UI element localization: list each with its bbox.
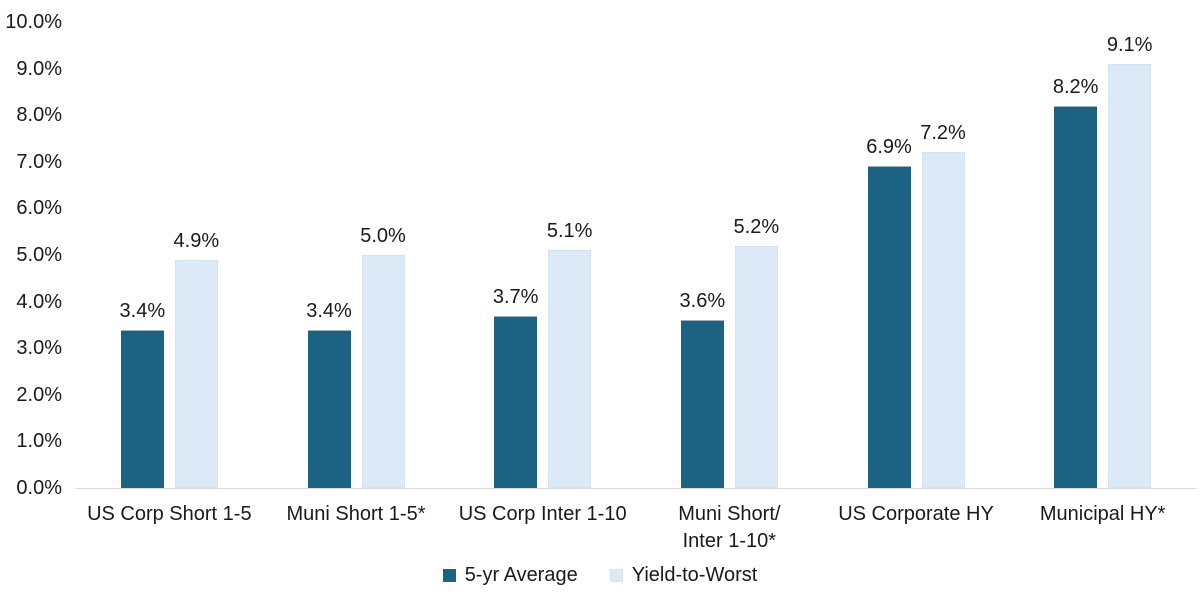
- legend: 5-yr Average Yield-to-Worst: [0, 563, 1200, 587]
- bar-yield-to-worst-muni-short-1-5: [361, 255, 405, 488]
- legend-label-5-yr-average: 5-yr Average: [464, 564, 578, 586]
- value-label-5-yr-average-muni-short-1-5: 3.4%: [306, 299, 352, 322]
- bar-5-yr-average-muni-short-1-5: [307, 329, 351, 488]
- bar-5-yr-average-us-corporate-hy: [867, 166, 911, 488]
- bar-yield-to-worst-us-corp-short-1-5: [174, 259, 218, 488]
- y-axis-tick-label: 9.0%: [16, 57, 62, 80]
- category-label-municipal-hy: Municipal HY*: [1039, 503, 1166, 525]
- value-label-yield-to-worst-us-corp-short-1-5: 4.9%: [173, 229, 220, 252]
- y-axis-tick-label: 3.0%: [16, 337, 62, 360]
- value-label-5-yr-average-municipal-hy: 8.2%: [1052, 75, 1099, 98]
- value-label-5-yr-average-muni-short-inter-1-10: 3.6%: [679, 290, 726, 313]
- category-label-us-corp-inter-1-10: US Corp Inter 1-10: [458, 503, 627, 525]
- value-label-yield-to-worst-us-corp-inter-1-10: 5.1%: [546, 220, 593, 243]
- legend-swatch-icon-yield-to-worst: [609, 568, 623, 582]
- bar-5-yr-average-municipal-hy: [1054, 105, 1098, 488]
- y-axis-tick-label: 4.0%: [16, 290, 62, 313]
- value-label-yield-to-worst-muni-short-1-5: 5.0%: [360, 225, 406, 247]
- legend-item-5-yr-average: 5-yr Average: [442, 563, 578, 587]
- y-axis-tick-label: 2.0%: [16, 383, 62, 406]
- y-axis-tick-label: 6.0%: [16, 197, 62, 220]
- value-label-yield-to-worst-us-corporate-hy: 7.2%: [920, 122, 966, 145]
- bar-yield-to-worst-us-corporate-hy: [921, 152, 965, 488]
- legend-label-yield-to-worst: Yield-to-Worst: [631, 564, 758, 586]
- y-axis-tick-label: 7.0%: [16, 150, 62, 173]
- value-label-yield-to-worst-muni-short-inter-1-10: 5.2%: [733, 215, 780, 238]
- y-axis-tick-label: 1.0%: [16, 430, 62, 453]
- bar-5-yr-average-us-corp-short-1-5: [120, 329, 164, 488]
- x-axis-line: [76, 488, 1196, 489]
- bar-yield-to-worst-municipal-hy: [1108, 63, 1152, 488]
- bar-yield-to-worst-muni-short-inter-1-10: [734, 245, 778, 488]
- value-label-5-yr-average-us-corp-short-1-5: 3.4%: [119, 299, 166, 322]
- value-label-yield-to-worst-municipal-hy: 9.1%: [1106, 33, 1153, 56]
- y-axis-tick-label: 10.0%: [5, 11, 62, 33]
- value-label-5-yr-average-us-corporate-hy: 6.9%: [866, 136, 912, 159]
- category-label-us-corp-short-1-5: US Corp Short 1-5: [87, 503, 252, 525]
- legend-item-yield-to-worst: Yield-to-Worst: [609, 563, 758, 587]
- y-axis-tick-label: 0.0%: [16, 477, 62, 499]
- bar-5-yr-average-muni-short-inter-1-10: [680, 320, 724, 488]
- category-label-muni-short-inter-1-10: Muni Short/ Inter 1-10*: [678, 503, 781, 552]
- bar-yield-to-worst-us-corp-inter-1-10: [548, 250, 592, 488]
- bar-5-yr-average-us-corp-inter-1-10: [494, 315, 538, 488]
- category-label-us-corporate-hy: US Corporate HY: [838, 503, 994, 525]
- legend-swatch-icon-5-yr-average: [442, 568, 456, 582]
- value-label-5-yr-average-us-corp-inter-1-10: 3.7%: [492, 285, 539, 308]
- y-axis-tick-label: 8.0%: [16, 104, 62, 127]
- y-axis-tick-label: 5.0%: [16, 244, 62, 266]
- category-label-muni-short-1-5: Muni Short 1-5*: [286, 503, 426, 525]
